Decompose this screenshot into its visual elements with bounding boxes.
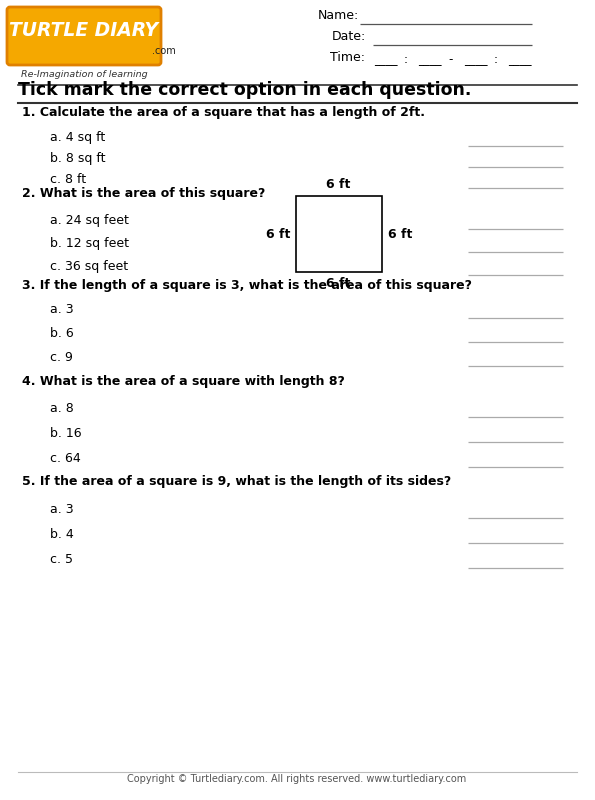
Text: a. 3: a. 3 — [50, 303, 74, 316]
Text: ____: ____ — [508, 53, 531, 66]
Text: 6 ft: 6 ft — [265, 227, 290, 241]
Text: b. 16: b. 16 — [50, 427, 82, 440]
Text: 3. If the length of a square is 3, what is the area of this square?: 3. If the length of a square is 3, what … — [22, 279, 472, 292]
Text: Time:: Time: — [330, 51, 365, 64]
Text: :: : — [404, 53, 408, 66]
Text: Name:: Name: — [318, 9, 359, 22]
Text: c. 5: c. 5 — [50, 553, 73, 566]
Text: :: : — [494, 53, 498, 66]
Text: a. 24 sq feet: a. 24 sq feet — [50, 214, 129, 227]
Text: ____: ____ — [464, 53, 487, 66]
Text: Tick mark the correct option in each question.: Tick mark the correct option in each que… — [18, 81, 471, 99]
Text: Copyright © Turtlediary.com. All rights reserved. www.turtlediary.com: Copyright © Turtlediary.com. All rights … — [127, 774, 466, 784]
Text: .com: .com — [152, 46, 176, 56]
Text: b. 6: b. 6 — [50, 327, 74, 340]
Text: 1. Calculate the area of a square that has a length of 2ft.: 1. Calculate the area of a square that h… — [22, 106, 425, 119]
Text: 6 ft: 6 ft — [388, 227, 412, 241]
Text: Date:: Date: — [332, 30, 367, 43]
Text: a. 4 sq ft: a. 4 sq ft — [50, 131, 105, 144]
Text: -: - — [448, 53, 452, 66]
Text: b. 12 sq feet: b. 12 sq feet — [50, 237, 129, 250]
Text: a. 8: a. 8 — [50, 402, 74, 415]
Text: a. 3: a. 3 — [50, 503, 74, 516]
Bar — [296, 196, 382, 272]
Text: 6 ft: 6 ft — [326, 178, 350, 191]
Text: ____: ____ — [418, 53, 441, 66]
Text: Re-Imagination of learning: Re-Imagination of learning — [21, 70, 148, 79]
Text: 6 ft: 6 ft — [326, 277, 350, 290]
FancyBboxPatch shape — [7, 7, 161, 65]
Text: TURTLE DIARY: TURTLE DIARY — [10, 21, 158, 39]
Text: b. 4: b. 4 — [50, 528, 74, 541]
Text: c. 64: c. 64 — [50, 452, 81, 465]
Text: 4. What is the area of a square with length 8?: 4. What is the area of a square with len… — [22, 375, 345, 388]
Text: b. 8 sq ft: b. 8 sq ft — [50, 152, 105, 165]
Text: c. 8 ft: c. 8 ft — [50, 173, 86, 186]
Text: c. 9: c. 9 — [50, 351, 73, 364]
Text: ____: ____ — [374, 53, 397, 66]
Text: c. 36 sq feet: c. 36 sq feet — [50, 260, 128, 273]
Text: 2. What is the area of this square?: 2. What is the area of this square? — [22, 187, 265, 200]
Text: 5. If the area of a square is 9, what is the length of its sides?: 5. If the area of a square is 9, what is… — [22, 475, 451, 488]
